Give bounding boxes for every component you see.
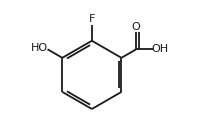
Text: F: F [89, 14, 95, 24]
Text: HO: HO [30, 43, 48, 53]
Text: O: O [131, 22, 140, 32]
Text: OH: OH [152, 44, 169, 54]
